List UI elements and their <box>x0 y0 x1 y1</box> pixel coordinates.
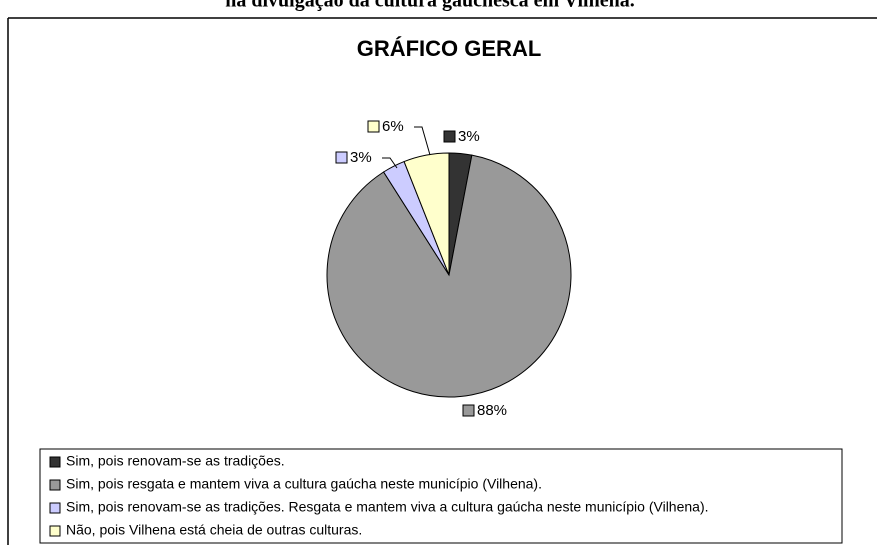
legend-label: Sim, pois renovam-se as tradições. <box>66 453 285 469</box>
legend-key <box>49 525 61 537</box>
data-label: 88% <box>477 402 507 419</box>
chart-title: GRÁFICO GERAL <box>357 36 542 61</box>
pie-slice <box>326 154 572 398</box>
data-label: 3% <box>350 149 372 166</box>
label-key <box>462 404 475 417</box>
legend-label: Não, pois Vilhena está cheia de outras c… <box>66 522 362 538</box>
legend-label: Sim, pois resgata e mantem viva a cultur… <box>66 476 542 492</box>
legend-key <box>49 479 61 491</box>
legend-key <box>49 456 61 468</box>
label-key <box>335 151 348 164</box>
leader-line <box>414 126 431 156</box>
label-key <box>367 120 380 133</box>
page-heading: na divulgação da cultura gauchesca em Vi… <box>225 0 634 12</box>
legend-box <box>39 448 843 544</box>
legend-label: Sim, pois renovam-se as tradições. Resga… <box>66 499 709 515</box>
legend-key <box>49 502 61 514</box>
pie-slice <box>403 152 450 276</box>
data-label: 3% <box>458 128 480 145</box>
label-key <box>443 130 456 143</box>
leader-line <box>382 157 398 169</box>
data-label: 6% <box>382 118 404 135</box>
